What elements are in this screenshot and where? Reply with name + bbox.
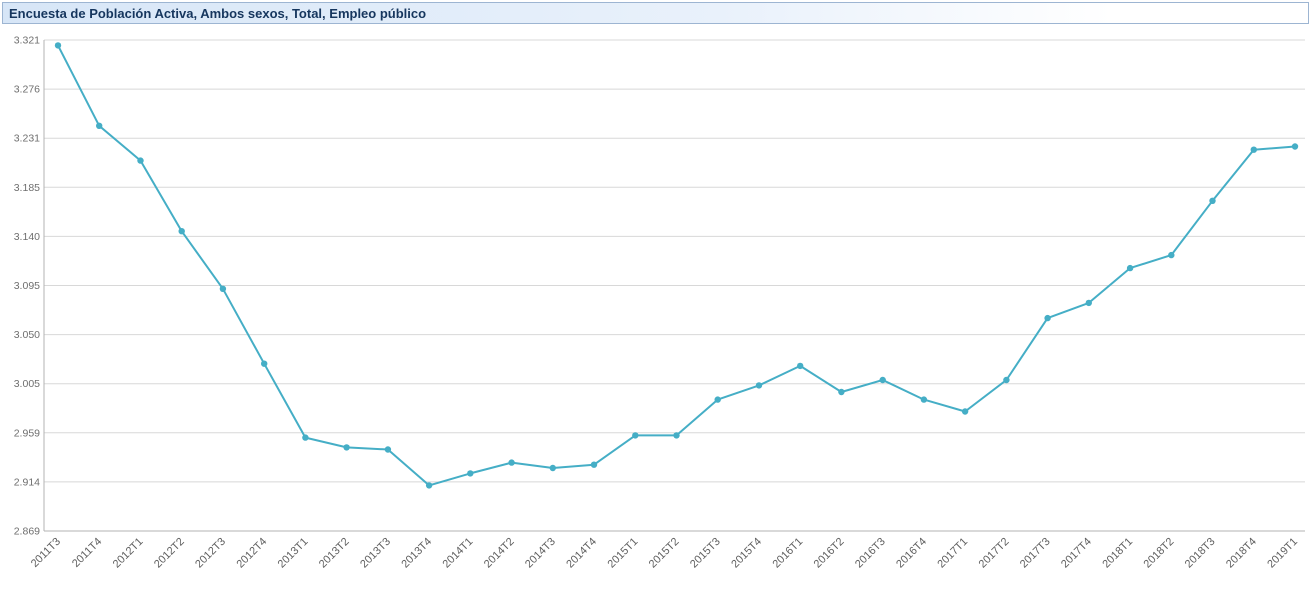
x-axis-tick-label: 2012T2	[152, 536, 187, 571]
data-point[interactable]	[1291, 143, 1299, 150]
x-axis-tick-label: 2011T3	[29, 536, 63, 570]
x-axis-tick-label: 2019T1	[1265, 536, 1300, 571]
y-axis-tick-label: 3.321	[14, 35, 40, 47]
x-axis-tick-label: 2013T3	[358, 536, 393, 571]
x-axis-tick-label: 2017T3	[1018, 536, 1053, 571]
data-point[interactable]	[261, 360, 268, 367]
y-axis-tick-label: 3.276	[14, 84, 40, 96]
data-point[interactable]	[1168, 251, 1175, 259]
x-axis-tick-label: 2014T4	[564, 536, 599, 571]
data-point[interactable]	[714, 396, 721, 403]
data-point[interactable]	[1126, 264, 1134, 272]
data-point[interactable]	[961, 408, 969, 415]
data-point[interactable]	[425, 482, 433, 489]
data-point[interactable]	[137, 157, 144, 164]
data-point[interactable]	[178, 228, 185, 235]
x-axis-tick-label: 2011T4	[70, 536, 104, 570]
data-point[interactable]	[384, 446, 392, 453]
y-axis-tick-label: 2.914	[14, 476, 40, 488]
data-point[interactable]	[54, 42, 62, 49]
y-axis-tick-label: 2.869	[14, 526, 40, 538]
data-point[interactable]	[632, 432, 639, 439]
y-axis-tick-label: 2.959	[14, 427, 40, 439]
y-axis-tick-label: 3.185	[14, 182, 40, 194]
x-axis-tick-label: 2016T4	[894, 536, 929, 571]
x-axis-tick-label: 2012T1	[111, 536, 146, 571]
data-point[interactable]	[1085, 299, 1093, 307]
data-point[interactable]	[920, 396, 928, 403]
data-point[interactable]	[838, 388, 845, 396]
data-point[interactable]	[879, 376, 886, 384]
x-axis-tick-label: 2014T1	[441, 536, 476, 571]
x-axis-tick-label: 2012T3	[193, 536, 228, 571]
data-point[interactable]	[1003, 376, 1010, 384]
x-axis-tick-label: 2016T3	[853, 536, 888, 571]
x-axis-tick-label: 2015T1	[606, 536, 641, 571]
chart-canvas: 3.321 3.276 3.231 3.185 3.140 3.095 3.050 3.005…	[14, 35, 1305, 571]
x-axis-tick-label: 2017T4	[1059, 536, 1094, 571]
x-axis-tick-label: 2014T3	[523, 536, 558, 571]
data-point[interactable]	[467, 470, 474, 477]
line-chart: 3.321 3.276 3.231 3.185 3.140 3.095 3.050 3.005…	[0, 24, 1311, 590]
data-point[interactable]	[343, 444, 350, 451]
x-axis-tick-label: 2017T1	[935, 536, 970, 571]
x-axis-tick-label: 2018T3	[1183, 536, 1218, 571]
data-point[interactable]	[1209, 197, 1216, 204]
data-point[interactable]	[755, 382, 763, 389]
data-point[interactable]	[302, 434, 309, 441]
x-axis-tick-label: 2015T4	[729, 536, 764, 571]
data-point[interactable]	[797, 362, 804, 370]
x-axis-tick-label: 2013T1	[276, 536, 311, 571]
data-point[interactable]	[1044, 314, 1051, 322]
data-point[interactable]	[1250, 146, 1258, 153]
data-point[interactable]	[590, 461, 598, 468]
y-axis-tick-label: 3.005	[14, 378, 40, 390]
data-point[interactable]	[219, 285, 227, 292]
x-axis-tick-label: 2012T4	[234, 536, 269, 571]
x-axis-tick-label: 2016T2	[812, 536, 847, 571]
x-axis-tick-label: 2013T2	[317, 536, 352, 571]
chart-title-bar: Encuesta de Población Activa, Ambos sexo…	[2, 2, 1309, 24]
x-axis-tick-label: 2018T4	[1224, 536, 1259, 571]
y-axis-tick-label: 3.140	[14, 231, 40, 243]
data-point[interactable]	[96, 122, 103, 129]
y-axis-tick-label: 3.095	[14, 280, 40, 292]
x-axis-tick-label: 2014T2	[482, 536, 517, 571]
x-axis-tick-label: 2016T1	[770, 536, 805, 571]
x-axis-tick-label: 2015T2	[647, 536, 682, 571]
x-axis-tick-label: 2013T4	[399, 536, 434, 571]
y-axis-tick-label: 3.231	[14, 133, 40, 145]
x-axis-tick-label: 2015T3	[688, 536, 723, 571]
x-axis-tick-label: 2018T2	[1142, 536, 1177, 571]
data-point[interactable]	[508, 459, 515, 466]
x-axis-tick-label: 2018T1	[1100, 536, 1135, 571]
chart-title: Encuesta de Población Activa, Ambos sexo…	[9, 5, 427, 21]
data-point[interactable]	[549, 464, 556, 472]
x-axis-tick-label: 2017T2	[977, 536, 1012, 571]
y-axis-tick-label: 3.050	[14, 329, 40, 341]
data-point[interactable]	[673, 432, 680, 439]
